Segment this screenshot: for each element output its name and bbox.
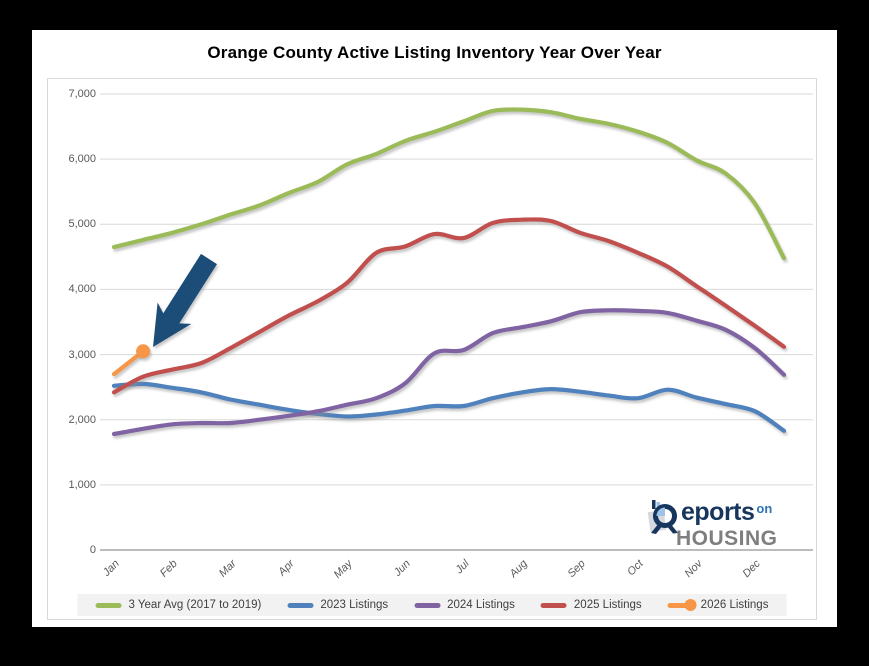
y-axis-label: 5,000 bbox=[68, 218, 96, 231]
legend-item-2023-listings: 2023 Listings bbox=[287, 599, 388, 611]
logo-word-on: on bbox=[756, 501, 773, 516]
legend-item-2025-listings: 2025 Listings bbox=[540, 599, 642, 611]
legend-item-2026-listings: 2026 Listings bbox=[667, 599, 769, 611]
series-line-2024-listings bbox=[111, 308, 787, 437]
legend-dot-marker-icon bbox=[684, 599, 697, 611]
arrow-annotation-icon bbox=[153, 253, 217, 347]
chart-legend: 3 Year Avg (2017 to 2019) 2023 Listings 20… bbox=[77, 594, 787, 616]
legend-line-marker-icon bbox=[414, 602, 441, 608]
legend-item-2024-listings: 2024 Listings bbox=[414, 599, 515, 611]
y-axis-label: 1,000 bbox=[68, 478, 96, 491]
legend-label: 2026 Listings bbox=[700, 599, 769, 611]
reports-on-housing-logo: eports on HOUSING bbox=[646, 499, 811, 550]
series-line-2023-listings bbox=[111, 381, 787, 433]
y-axis-label: 4,000 bbox=[68, 283, 96, 296]
y-axis-label: 7,000 bbox=[68, 88, 96, 100]
y-axis-label: 0 bbox=[89, 544, 96, 556]
legend-label: 2024 Listings bbox=[447, 599, 515, 611]
magnifier-house-logo-icon bbox=[647, 500, 678, 534]
page: Orange County Active Listing Inventory Y… bbox=[32, 30, 837, 627]
chart-area: 0 1,000 2,000 3,000 4,000 5,000 6,000 7,000 Jan… bbox=[47, 78, 817, 620]
y-axis-label: 6,000 bbox=[68, 153, 96, 166]
chart-plot bbox=[100, 93, 813, 551]
series-line-3-year-avg-2017-to-2019 bbox=[111, 107, 787, 261]
legend-item-3-year-avg-2017-to-2019: 3 Year Avg (2017 to 2019) bbox=[95, 599, 262, 611]
chart-title: Orange County Active Listing Inventory Y… bbox=[207, 43, 662, 62]
legend-line-marker-icon bbox=[287, 602, 314, 608]
y-axis-label: 3,000 bbox=[68, 348, 96, 361]
series-end-marker-2026-listings bbox=[136, 344, 151, 359]
logo-word-housing: HOUSING bbox=[676, 527, 778, 550]
legend-label: 2025 Listings bbox=[573, 599, 642, 611]
legend-label: 3 Year Avg (2017 to 2019) bbox=[128, 599, 262, 611]
legend-label: 2023 Listings bbox=[320, 599, 389, 611]
series-line-2025-listings bbox=[111, 217, 787, 395]
legend-line-marker-icon bbox=[95, 602, 122, 608]
logo-word-reports: eports bbox=[681, 498, 755, 526]
legend-line-marker-icon bbox=[540, 602, 567, 608]
legend-line-marker-icon bbox=[667, 599, 697, 611]
y-axis-label: 2,000 bbox=[68, 413, 96, 426]
